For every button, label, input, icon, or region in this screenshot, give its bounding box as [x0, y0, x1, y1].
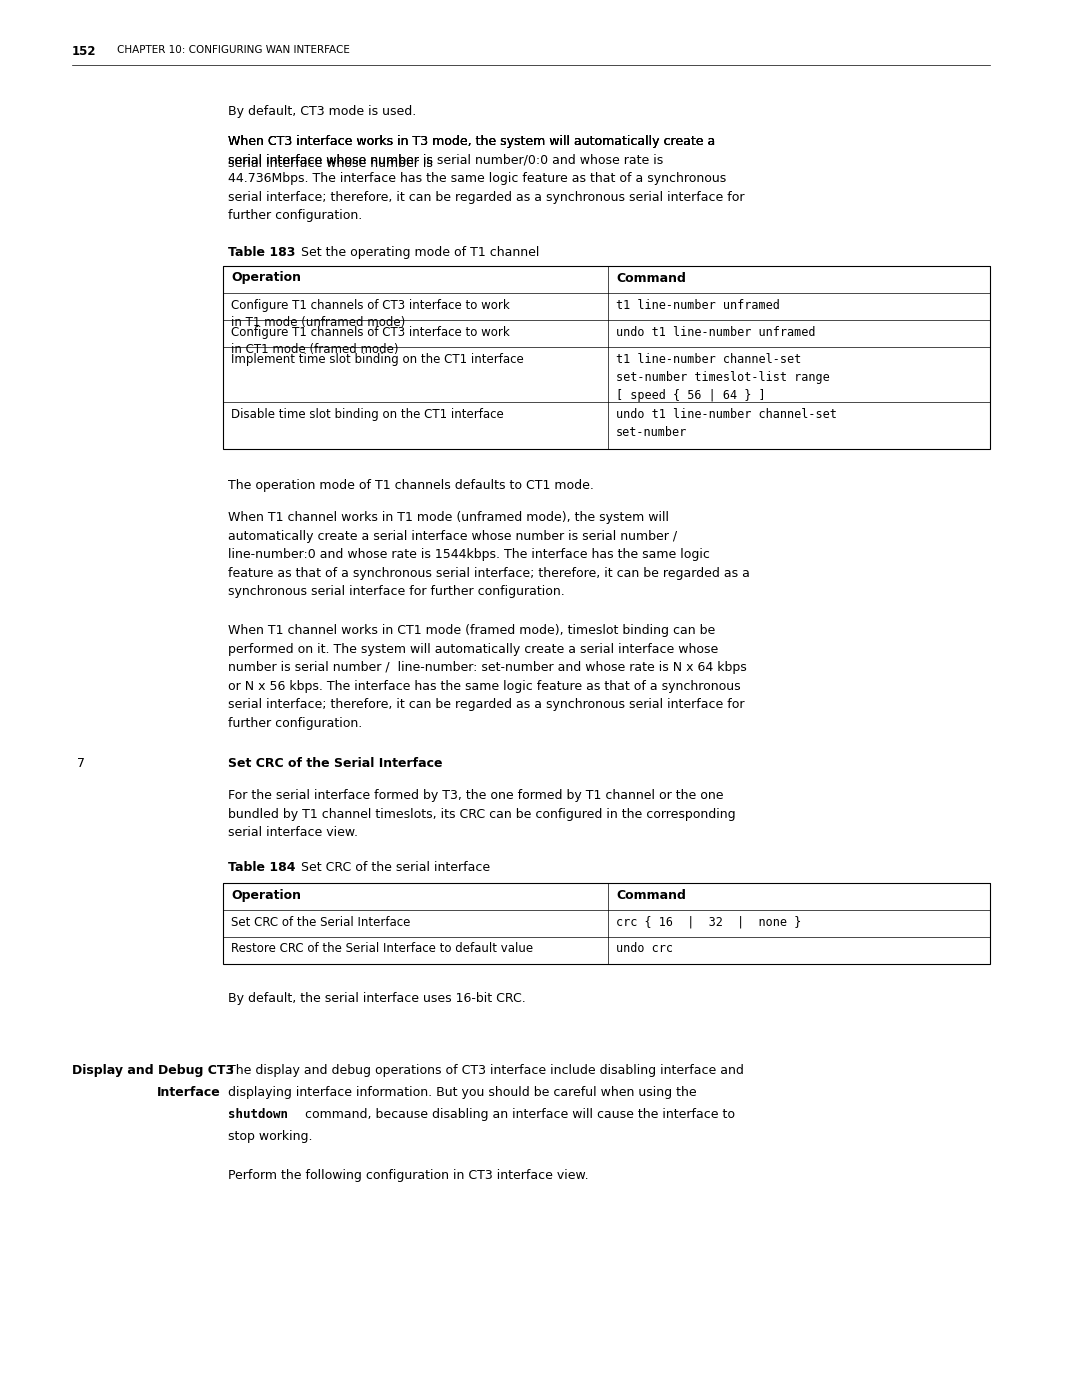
Text: in CT1 mode (framed mode): in CT1 mode (framed mode) [231, 344, 399, 356]
Text: command, because disabling an interface will cause the interface to: command, because disabling an interface … [301, 1108, 735, 1120]
Bar [222, 883, 990, 964]
Text: set-number timeslot-list range: set-number timeslot-list range [616, 372, 829, 384]
Text: When T1 channel works in T1 mode (unframed mode), the system will
automatically : When T1 channel works in T1 mode (unfram… [228, 511, 750, 598]
Text: Set the operating mode of T1 channel: Set the operating mode of T1 channel [293, 246, 539, 258]
Text: Disable time slot binding on the CT1 interface: Disable time slot binding on the CT1 int… [231, 408, 503, 420]
Text: Command: Command [616, 271, 686, 285]
Text: Table 183: Table 183 [228, 246, 295, 258]
Text: serial interface whose number is: serial interface whose number is [228, 156, 437, 170]
Text: t1 line-number channel-set: t1 line-number channel-set [616, 353, 801, 366]
Text: CHAPTER 10: CONFIGURING WAN INTERFACE: CHAPTER 10: CONFIGURING WAN INTERFACE [117, 45, 350, 54]
Text: Operation: Operation [231, 888, 301, 901]
Text: [ speed { 56 | 64 } ]: [ speed { 56 | 64 } ] [616, 388, 766, 402]
Text: undo t1 line-number channel-set: undo t1 line-number channel-set [616, 408, 837, 420]
Text: Interface: Interface [157, 1085, 220, 1099]
Text: By default, CT3 mode is used.: By default, CT3 mode is used. [228, 105, 416, 117]
Text: in T1 mode (unframed mode): in T1 mode (unframed mode) [231, 316, 405, 330]
Text: When CT3 interface works in T3 mode, the system will automatically create a
seri: When CT3 interface works in T3 mode, the… [228, 136, 744, 222]
Text: Configure T1 channels of CT3 interface to work: Configure T1 channels of CT3 interface t… [231, 299, 510, 312]
Text: When CT3 interface works in T3 mode, the system will automatically create a: When CT3 interface works in T3 mode, the… [228, 136, 715, 148]
Text: By default, the serial interface uses 16-bit CRC.: By default, the serial interface uses 16… [228, 992, 526, 1004]
Text: undo t1 line-number unframed: undo t1 line-number unframed [616, 326, 815, 338]
Text: 7: 7 [77, 757, 85, 770]
Text: stop working.: stop working. [228, 1130, 312, 1143]
Text: When CT3 interface works in T3 mode, the system will automatically create a
seri: When CT3 interface works in T3 mode, the… [228, 136, 715, 168]
Text: The operation mode of T1 channels defaults to CT1 mode.: The operation mode of T1 channels defaul… [228, 479, 594, 492]
Text: Implement time slot binding on the CT1 interface: Implement time slot binding on the CT1 i… [231, 353, 524, 366]
Text: Perform the following configuration in CT3 interface view.: Perform the following configuration in C… [228, 1169, 589, 1182]
Text: t1 line-number unframed: t1 line-number unframed [616, 299, 780, 312]
Text: For the serial interface formed by T3, the one formed by T1 channel or the one
b: For the serial interface formed by T3, t… [228, 789, 735, 840]
Text: The display and debug operations of CT3 interface include disabling interface an: The display and debug operations of CT3 … [228, 1065, 744, 1077]
Text: undo crc: undo crc [616, 943, 673, 956]
Text: Table 184: Table 184 [228, 861, 296, 875]
Text: 152: 152 [72, 45, 96, 59]
Bar [222, 265, 990, 448]
Text: shutdown: shutdown [228, 1108, 288, 1120]
Text: crc { 16  |  32  |  none }: crc { 16 | 32 | none } [616, 915, 801, 929]
Text: Set CRC of the Serial Interface: Set CRC of the Serial Interface [231, 915, 410, 929]
Text: Configure T1 channels of CT3 interface to work: Configure T1 channels of CT3 interface t… [231, 326, 510, 338]
Text: Command: Command [616, 888, 686, 901]
Text: Restore CRC of the Serial Interface to default value: Restore CRC of the Serial Interface to d… [231, 943, 534, 956]
Text: set-number: set-number [616, 426, 687, 439]
Text: Display and Debug CT3: Display and Debug CT3 [72, 1065, 234, 1077]
Text: Set CRC of the serial interface: Set CRC of the serial interface [293, 861, 490, 875]
Text: Set CRC of the Serial Interface: Set CRC of the Serial Interface [228, 757, 443, 770]
Text: When T1 channel works in CT1 mode (framed mode), timeslot binding can be
perform: When T1 channel works in CT1 mode (frame… [228, 624, 746, 729]
Text: displaying interface information. But you should be careful when using the: displaying interface information. But yo… [228, 1085, 697, 1099]
Text: Operation: Operation [231, 271, 301, 285]
